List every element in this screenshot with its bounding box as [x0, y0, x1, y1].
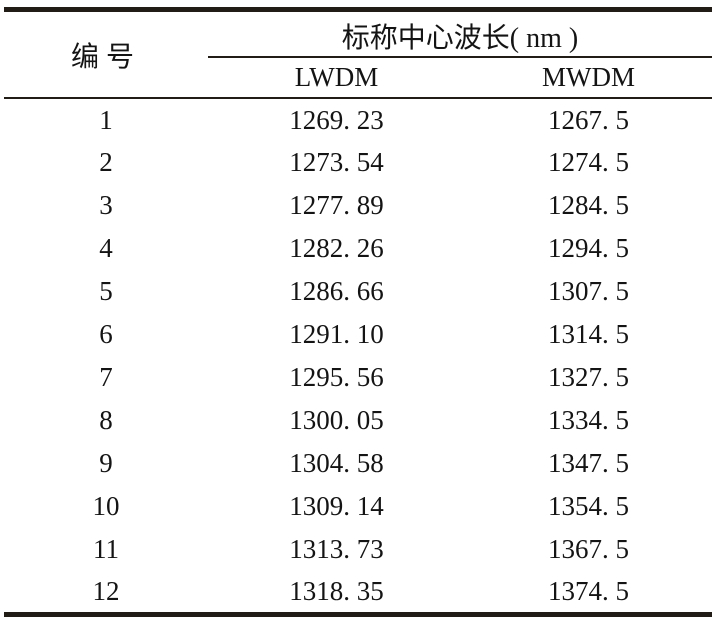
- row-number-cell: 12: [92, 575, 120, 606]
- row-number-cell: 2: [99, 147, 113, 177]
- row-number-cell: 9: [99, 448, 113, 478]
- group-header-row: 编号 标称中心波长( nm ): [4, 9, 712, 73]
- mwdm-value-cell: 1267. 5: [548, 104, 629, 135]
- row-number-cell: 5: [99, 276, 113, 306]
- table-row: 6 1291. 10 1314. 5: [4, 313, 712, 356]
- lwdm-value-cell: 1300. 05: [289, 405, 384, 435]
- lwdm-value-cell: 1295. 56: [289, 362, 384, 392]
- lwdm-value-cell: 1269. 23: [289, 104, 384, 135]
- mwdm-value-cell: 1374. 5: [548, 575, 629, 606]
- lwdm-value-cell: 1286. 66: [289, 276, 384, 306]
- mwdm-value-cell: 1367. 5: [548, 534, 629, 564]
- table-row: 2 1273. 54 1274. 5: [4, 141, 712, 184]
- lwdm-value-cell: 1304. 58: [289, 448, 384, 478]
- row-number-cell: 6: [99, 319, 113, 349]
- table-row: 3 1277. 89 1284. 5: [4, 184, 712, 227]
- table-row: 9 1304. 58 1347. 5: [4, 442, 712, 485]
- mwdm-value-cell: 1334. 5: [548, 405, 629, 435]
- table-row: 11 1313. 73 1367. 5: [4, 528, 712, 571]
- row-number-cell: 11: [93, 534, 119, 564]
- row-number-cell: 7: [99, 362, 113, 392]
- mwdm-value-cell: 1327. 5: [548, 362, 629, 392]
- lwdm-value-cell: 1282. 26: [289, 233, 384, 263]
- row-number-cell: 4: [99, 233, 113, 263]
- lwdm-value-cell: 1273. 54: [289, 147, 384, 177]
- row-number-cell: 10: [92, 491, 120, 521]
- lwdm-value-cell: 1291. 10: [289, 319, 384, 349]
- mwdm-value-cell: 1274. 5: [548, 147, 629, 177]
- subheader-row: LWDM MWDM: [4, 57, 712, 98]
- table-row: 12 1318. 35 1374. 5: [4, 571, 712, 614]
- mwdm-value-cell: 1347. 5: [548, 448, 629, 478]
- lwdm-value-cell: 1313. 73: [289, 534, 384, 564]
- lwdm-value-cell: 1318. 35: [289, 575, 384, 606]
- wavelength-table: 编号 标称中心波长( nm ) LWDM MWDM 1 1269. 23 126…: [4, 7, 712, 617]
- row-number-cell: 8: [99, 405, 113, 435]
- lwdm-value-cell: 1277. 89: [289, 190, 384, 220]
- column-header-lwdm: LWDM: [294, 62, 379, 92]
- mwdm-value-cell: 1354. 5: [548, 491, 629, 521]
- mwdm-value-cell: 1314. 5: [548, 319, 629, 349]
- table-row: 5 1286. 66 1307. 5: [4, 270, 712, 313]
- table-row: 4 1282. 26 1294. 5: [4, 227, 712, 270]
- mwdm-value-cell: 1294. 5: [548, 233, 629, 263]
- row-number-cell: 1: [99, 104, 113, 135]
- column-header-mwdm: MWDM: [542, 62, 635, 92]
- lwdm-value-cell: 1309. 14: [289, 491, 384, 521]
- table-row: 8 1300. 05 1334. 5: [4, 399, 712, 442]
- table-header: 编号 标称中心波长( nm ) LWDM MWDM: [4, 9, 712, 98]
- group-header-wavelength: 标称中心波长( nm ): [208, 9, 712, 58]
- column-header-id: 编号: [70, 41, 141, 73]
- table-row: 7 1295. 56 1327. 5: [4, 356, 712, 399]
- table-row: 1 1269. 23 1267. 5: [4, 98, 712, 141]
- mwdm-value-cell: 1284. 5: [548, 190, 629, 220]
- table-row: 10 1309. 14 1354. 5: [4, 485, 712, 528]
- table-body: 1 1269. 23 1267. 5 2 1273. 54 1274. 5 3 …: [4, 98, 712, 614]
- mwdm-value-cell: 1307. 5: [548, 276, 629, 306]
- row-number-cell: 3: [99, 190, 113, 220]
